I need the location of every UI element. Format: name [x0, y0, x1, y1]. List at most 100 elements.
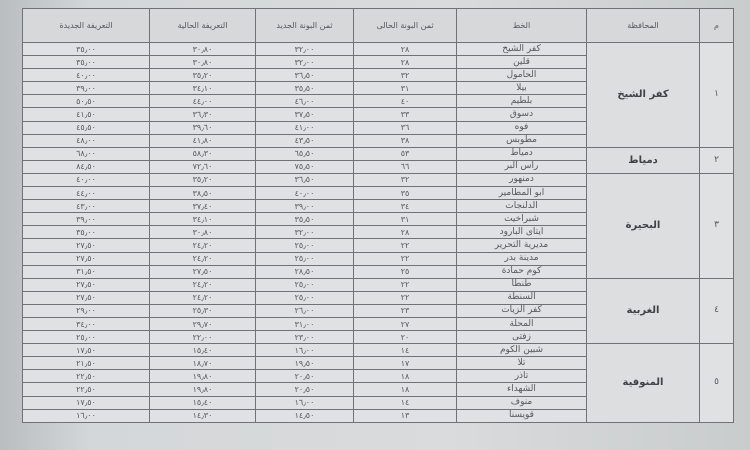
current-tariff-cell: ٣٠٫٨٠ — [149, 55, 256, 70]
new-price-cell: ٣١٫٠٠ — [255, 316, 354, 332]
table-row: ٢ دمياط دمياط ٥٣ ٦٥٫٥٠ ٥٨٫٣٠ ٦٨٫٠٠ — [22, 146, 734, 174]
line-cell: راس البر — [456, 159, 587, 174]
row-index: ٥ — [699, 343, 734, 423]
current-tariff-cell: ١٥٫٤٠ — [149, 343, 256, 358]
current-tariff-cell: ٢٥٫٣٠ — [149, 303, 256, 318]
new-price-cell: ١٦٫٠٠ — [255, 395, 354, 410]
new-tariff-cell: ٢١٫٥٠ — [22, 356, 150, 371]
new-price-cell: ٢٨٫٥٠ — [255, 264, 354, 279]
current-price-cell: ٢٢ — [353, 290, 457, 305]
table-row: زفتى ٢٠ ٢٣٫٠٠ ٢٢٫٠٠ ٢٥٫٠٠ — [22, 330, 734, 345]
current-price-cell: ١٨ — [353, 369, 457, 384]
current-price-cell: ١٣ — [353, 408, 457, 423]
header-current-price: ثمن البونة الحالى — [353, 8, 457, 43]
line-cell: مديرية التحرير — [456, 238, 587, 253]
line-cell: دمياط — [456, 146, 587, 161]
fare-table: م المحافظة الخط ثمن البونة الحالى ثمن ال… — [22, 8, 734, 423]
new-price-cell: ٣٩٫٠٠ — [255, 199, 354, 214]
new-tariff-cell: ٢٧٫٥٠ — [22, 277, 150, 292]
header-line: الخط — [456, 8, 587, 43]
current-tariff-cell: ٧٢٫٦٠ — [149, 159, 256, 174]
line-cell: المحلة — [456, 316, 587, 332]
table-row: الحامول ٣٢ ٣٦٫٥٠ ٣٥٫٢٠ ٤٠٫٠٠ — [22, 68, 734, 83]
current-price-cell: ٢٢ — [353, 238, 457, 253]
line-cell: زفتى — [456, 330, 587, 345]
table-row: الشهداء ١٨ ٢٠٫٥٠ ١٩٫٨٠ ٢٢٫٥٠ — [22, 382, 734, 397]
new-price-cell: ٢٥٫٠٠ — [255, 238, 354, 253]
line-cell: دمنهور — [456, 172, 587, 188]
new-price-cell: ٢٥٫٠٠ — [255, 290, 354, 305]
new-tariff-cell: ٤٠٫٠٠ — [22, 68, 150, 83]
line-cell: قويسنا — [456, 408, 587, 423]
current-price-cell: ٥٣ — [353, 146, 457, 161]
current-price-cell: ٣٥ — [353, 186, 457, 201]
current-price-cell: ٢٧ — [353, 316, 457, 332]
current-tariff-cell: ٣٥٫٢٠ — [149, 68, 256, 83]
current-tariff-cell: ٣٤٫١٠ — [149, 212, 256, 227]
line-cell: الدلنجات — [456, 199, 587, 214]
new-price-cell: ١٤٫٥٠ — [255, 408, 354, 423]
new-tariff-cell: ٤٥٫٥٠ — [22, 120, 150, 135]
current-tariff-cell: ٣٤٫١٠ — [149, 81, 256, 96]
header-current-tariff: التعريفة الحالية — [149, 8, 256, 43]
current-tariff-cell: ١٤٫٣٠ — [149, 408, 256, 423]
table-row: ٤ الغربية طنطا ٢٢ ٢٥٫٠٠ ٢٤٫٢٠ ٢٧٫٥٠ — [22, 277, 734, 345]
new-tariff-cell: ٤٠٫٠٠ — [22, 172, 150, 188]
current-tariff-cell: ١٥٫٤٠ — [149, 395, 256, 410]
line-cell: دسوق — [456, 107, 587, 122]
current-price-cell: ٣٢ — [353, 172, 457, 188]
new-tariff-cell: ٤٤٫٠٠ — [22, 186, 150, 201]
new-tariff-cell: ٥٠٫٥٠ — [22, 94, 150, 109]
new-tariff-cell: ١٧٫٥٠ — [22, 343, 150, 358]
row-index: ٢ — [699, 146, 734, 174]
new-price-cell: ٤١٫٠٠ — [255, 120, 354, 135]
new-price-cell: ٤٣٫٥٠ — [255, 133, 354, 148]
line-cell: مطوبس — [456, 133, 587, 148]
table-row: ١ كفر الشيخ كفر الشيخ ٢٨ ٣٢٫٠٠ ٣٠٫٨٠ ٣٥٫٠٠ — [22, 41, 734, 148]
header-index: م — [699, 8, 734, 43]
governorate-cell: دمياط — [586, 146, 700, 174]
current-price-cell: ٢٣ — [353, 303, 457, 318]
new-tariff-cell: ٢٧٫٥٠ — [22, 290, 150, 305]
table-row: مطوبس ٣٨ ٤٣٫٥٠ ٤١٫٨٠ ٤٨٫٠٠ — [22, 133, 734, 148]
governorate-cell: المنوفية — [586, 343, 700, 423]
table-row: ابو المطامير ٣٥ ٤٠٫٠٠ ٣٨٫٥٠ ٤٤٫٠٠ — [22, 186, 734, 201]
current-tariff-cell: ٣٦٫٣٠ — [149, 107, 256, 122]
new-tariff-cell: ٢٢٫٥٠ — [22, 382, 150, 397]
current-tariff-cell: ٢٤٫٢٠ — [149, 290, 256, 305]
current-tariff-cell: ٢٤٫٢٠ — [149, 238, 256, 253]
current-price-cell: ٢٥ — [353, 264, 457, 279]
table-row: بيلا ٣١ ٣٥٫٥٠ ٣٤٫١٠ ٣٩٫٠٠ — [22, 81, 734, 96]
new-tariff-cell: ٣٥٫٠٠ — [22, 41, 150, 57]
new-price-cell: ٧٥٫٥٠ — [255, 159, 354, 174]
new-tariff-cell: ٣٥٫٠٠ — [22, 225, 150, 240]
new-tariff-cell: ١٧٫٥٠ — [22, 395, 150, 410]
new-price-cell: ٣٥٫٥٠ — [255, 81, 354, 96]
current-price-cell: ٦٦ — [353, 159, 457, 174]
current-price-cell: ٣٤ — [353, 199, 457, 214]
current-tariff-cell: ١٨٫٧٠ — [149, 356, 256, 371]
new-tariff-cell: ٣٩٫٠٠ — [22, 212, 150, 227]
new-price-cell: ٦٥٫٥٠ — [255, 146, 354, 161]
table-row: ٥ المنوفية شبين الكوم ١٤ ١٦٫٠٠ ١٥٫٤٠ ١٧٫٥٠ — [22, 343, 734, 423]
new-tariff-cell: ١٦٫٠٠ — [22, 408, 150, 423]
line-cell: قلين — [456, 55, 587, 70]
governorate-cell: البحيرة — [586, 172, 700, 279]
line-cell: شبين الكوم — [456, 343, 587, 358]
current-price-cell: ١٧ — [353, 356, 457, 371]
new-price-cell: ٣٦٫٥٠ — [255, 172, 354, 188]
new-tariff-cell: ٣٥٫٠٠ — [22, 55, 150, 70]
current-price-cell: ١٤ — [353, 343, 457, 358]
new-price-cell: ٢٠٫٥٠ — [255, 369, 354, 384]
current-tariff-cell: ١٩٫٨٠ — [149, 382, 256, 397]
new-tariff-cell: ٦٨٫٠٠ — [22, 146, 150, 161]
current-tariff-cell: ٥٨٫٣٠ — [149, 146, 256, 161]
current-tariff-cell: ٣٨٫٥٠ — [149, 186, 256, 201]
table-row: تلا ١٧ ١٩٫٥٠ ١٨٫٧٠ ٢١٫٥٠ — [22, 356, 734, 371]
new-price-cell: ٣٧٫٥٠ — [255, 107, 354, 122]
current-price-cell: ١٨ — [353, 382, 457, 397]
current-price-cell: ٢٢ — [353, 277, 457, 292]
new-tariff-cell: ٤٨٫٠٠ — [22, 133, 150, 148]
table-row: مديرية التحرير ٢٢ ٢٥٫٠٠ ٢٤٫٢٠ ٢٧٫٥٠ — [22, 238, 734, 253]
line-cell: السنطة — [456, 290, 587, 305]
